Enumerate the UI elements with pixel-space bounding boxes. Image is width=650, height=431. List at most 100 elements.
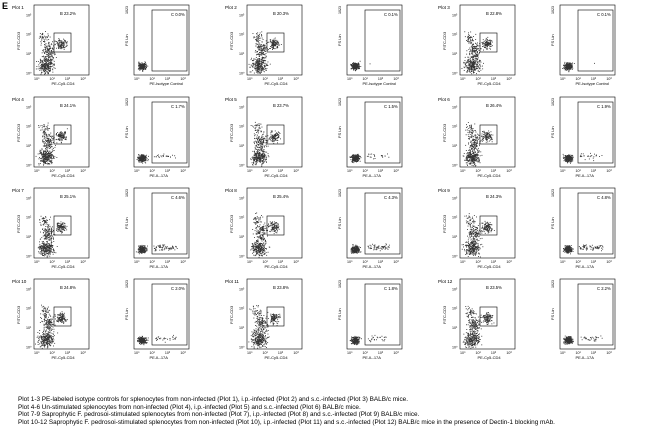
x-tick-label: 10¹ [262, 169, 268, 173]
x-axis-label: PE-IL-17A [363, 173, 382, 178]
y-axis-label: FS Lin [337, 217, 342, 229]
cd3-cd4-plot-frame [459, 278, 516, 350]
y-axis-label: FITC-CD3 [229, 31, 234, 50]
x-tick-label: 10³ [180, 169, 186, 173]
cd3-cd4-plot-frame [246, 278, 303, 350]
x-tick-label: 10² [278, 260, 284, 264]
fs-il17-events [137, 61, 149, 72]
y-tick-label: 10¹ [452, 326, 458, 330]
x-tick-label: 10³ [80, 260, 86, 264]
x-tick-label: 10⁰ [34, 77, 40, 81]
x-tick-label: 10³ [506, 77, 512, 81]
x-tick-label: 10³ [606, 77, 612, 81]
x-tick-label: 10² [65, 351, 71, 355]
gate-b-label: B 24.8% [60, 285, 76, 290]
x-tick-label: 10² [491, 260, 497, 264]
fs-il17-plot-frame [559, 278, 616, 350]
gate-c-label: C 4.3% [384, 195, 398, 200]
x-tick-label: 10³ [80, 77, 86, 81]
fs-il17-events [349, 153, 390, 164]
x-axis-label: PE-Cy5-CD4 [478, 173, 502, 178]
y-tick-label: 10¹ [452, 52, 458, 56]
y-axis-label: FITC-CD3 [16, 31, 21, 50]
y-tick-label: 10⁰ [239, 255, 245, 259]
y-tick-label: 10¹ [239, 52, 245, 56]
gate-c [577, 9, 614, 72]
plot-title: Plot 10 [12, 279, 27, 284]
y-tick-label: 10⁰ [452, 255, 458, 259]
y-tick-label: 10³ [239, 105, 245, 109]
y-tick-label: 10¹ [26, 52, 32, 56]
y-axis-label: FITC-CD3 [442, 123, 447, 142]
x-tick-label: 10¹ [262, 260, 268, 264]
y-tick-label: 10² [239, 33, 245, 37]
legend-line: Plot 7-9 Saprophytic F. pedrosoi-stimula… [18, 411, 420, 419]
y-axis-label: FS Lin [550, 308, 555, 320]
x-axis-label: PE-Cy5-CD4 [478, 264, 502, 269]
x-tick-label: 10³ [393, 169, 399, 173]
x-tick-label: 10² [278, 169, 284, 173]
y-tick-label: 10⁰ [26, 346, 32, 350]
gate-b-label: B 23.2% [60, 11, 76, 16]
cd3-cd4-plot-frame [33, 4, 90, 76]
cd3-cd4-plot-frame [246, 4, 303, 76]
x-tick-label: 10⁰ [347, 169, 353, 173]
x-tick-label: 10⁰ [134, 77, 140, 81]
x-tick-label: 10¹ [475, 260, 481, 264]
y-axis-label: FITC-CD3 [16, 123, 21, 142]
fs-il17-events [135, 244, 178, 255]
fs-il17-plot-frame [346, 4, 403, 76]
x-tick-label: 10² [278, 77, 284, 81]
x-axis-label: PE-Cy5-CD4 [478, 81, 502, 86]
x-axis-label: PE-IL-17A [150, 264, 169, 269]
x-tick-label: 10¹ [362, 260, 368, 264]
gate-b [266, 32, 285, 53]
gate-b-label: B 24.1% [60, 103, 76, 108]
x-tick-label: 10² [65, 169, 71, 173]
x-tick-label: 10³ [293, 169, 299, 173]
fs-il17-events [562, 152, 603, 164]
plot-title: Plot 11 [225, 279, 239, 284]
y-tick-label: 10² [26, 33, 32, 37]
x-tick-label: 10³ [393, 77, 399, 81]
y-axis-label: FS Lin [550, 34, 555, 46]
y-tick-label: 10⁰ [239, 72, 245, 76]
gate-b-label: B 26.4% [486, 103, 502, 108]
fs-il17-plot-frame [559, 187, 616, 259]
cd3-cd4-events [250, 121, 281, 167]
x-tick-label: 10⁰ [560, 77, 566, 81]
y-max-label: 1023 [125, 280, 129, 288]
y-max-label: 1023 [338, 280, 342, 288]
gate-b [53, 124, 72, 145]
plot-pair: Plot 1FITC-CD310⁰10⁰10¹10¹10²10²10³10³PE… [12, 4, 190, 86]
x-axis-label: PE-Cy5-CD4 [265, 264, 289, 269]
plot-pair: Plot 9FITC-CD310⁰10⁰10¹10¹10²10²10³10³PE… [438, 187, 616, 269]
y-tick-label: 10³ [239, 196, 245, 200]
x-tick-label: 10⁰ [134, 169, 140, 173]
y-tick-label: 10³ [452, 287, 458, 291]
x-axis-label: PE-IL-17A [363, 355, 382, 360]
gate-c [577, 283, 614, 346]
cd3-cd4-events [462, 305, 495, 349]
cd3-cd4-events [461, 213, 495, 258]
gate-c [577, 192, 614, 255]
y-max-label: 1023 [125, 98, 129, 106]
x-axis-label: PE-Cy5-CD4 [52, 81, 76, 86]
x-tick-label: 10⁰ [134, 351, 140, 355]
x-tick-label: 10² [378, 351, 384, 355]
y-axis-label: FS Lin [337, 126, 342, 138]
x-tick-label: 10⁰ [247, 260, 253, 264]
fs-il17-events [350, 243, 390, 254]
gate-c [364, 101, 401, 164]
cd3-cd4-plot-frame [33, 96, 90, 168]
y-tick-label: 10² [239, 216, 245, 220]
x-tick-label: 10² [591, 77, 597, 81]
y-axis-label: FS Lin [124, 308, 129, 320]
x-tick-label: 10³ [393, 351, 399, 355]
panel-letter: E [2, 1, 9, 11]
cd3-cd4-events [250, 212, 280, 258]
x-tick-label: 10⁰ [34, 169, 40, 173]
gate-b [266, 215, 285, 236]
gate-b-label: B 20.3% [273, 11, 289, 16]
x-tick-label: 10⁰ [247, 77, 253, 81]
